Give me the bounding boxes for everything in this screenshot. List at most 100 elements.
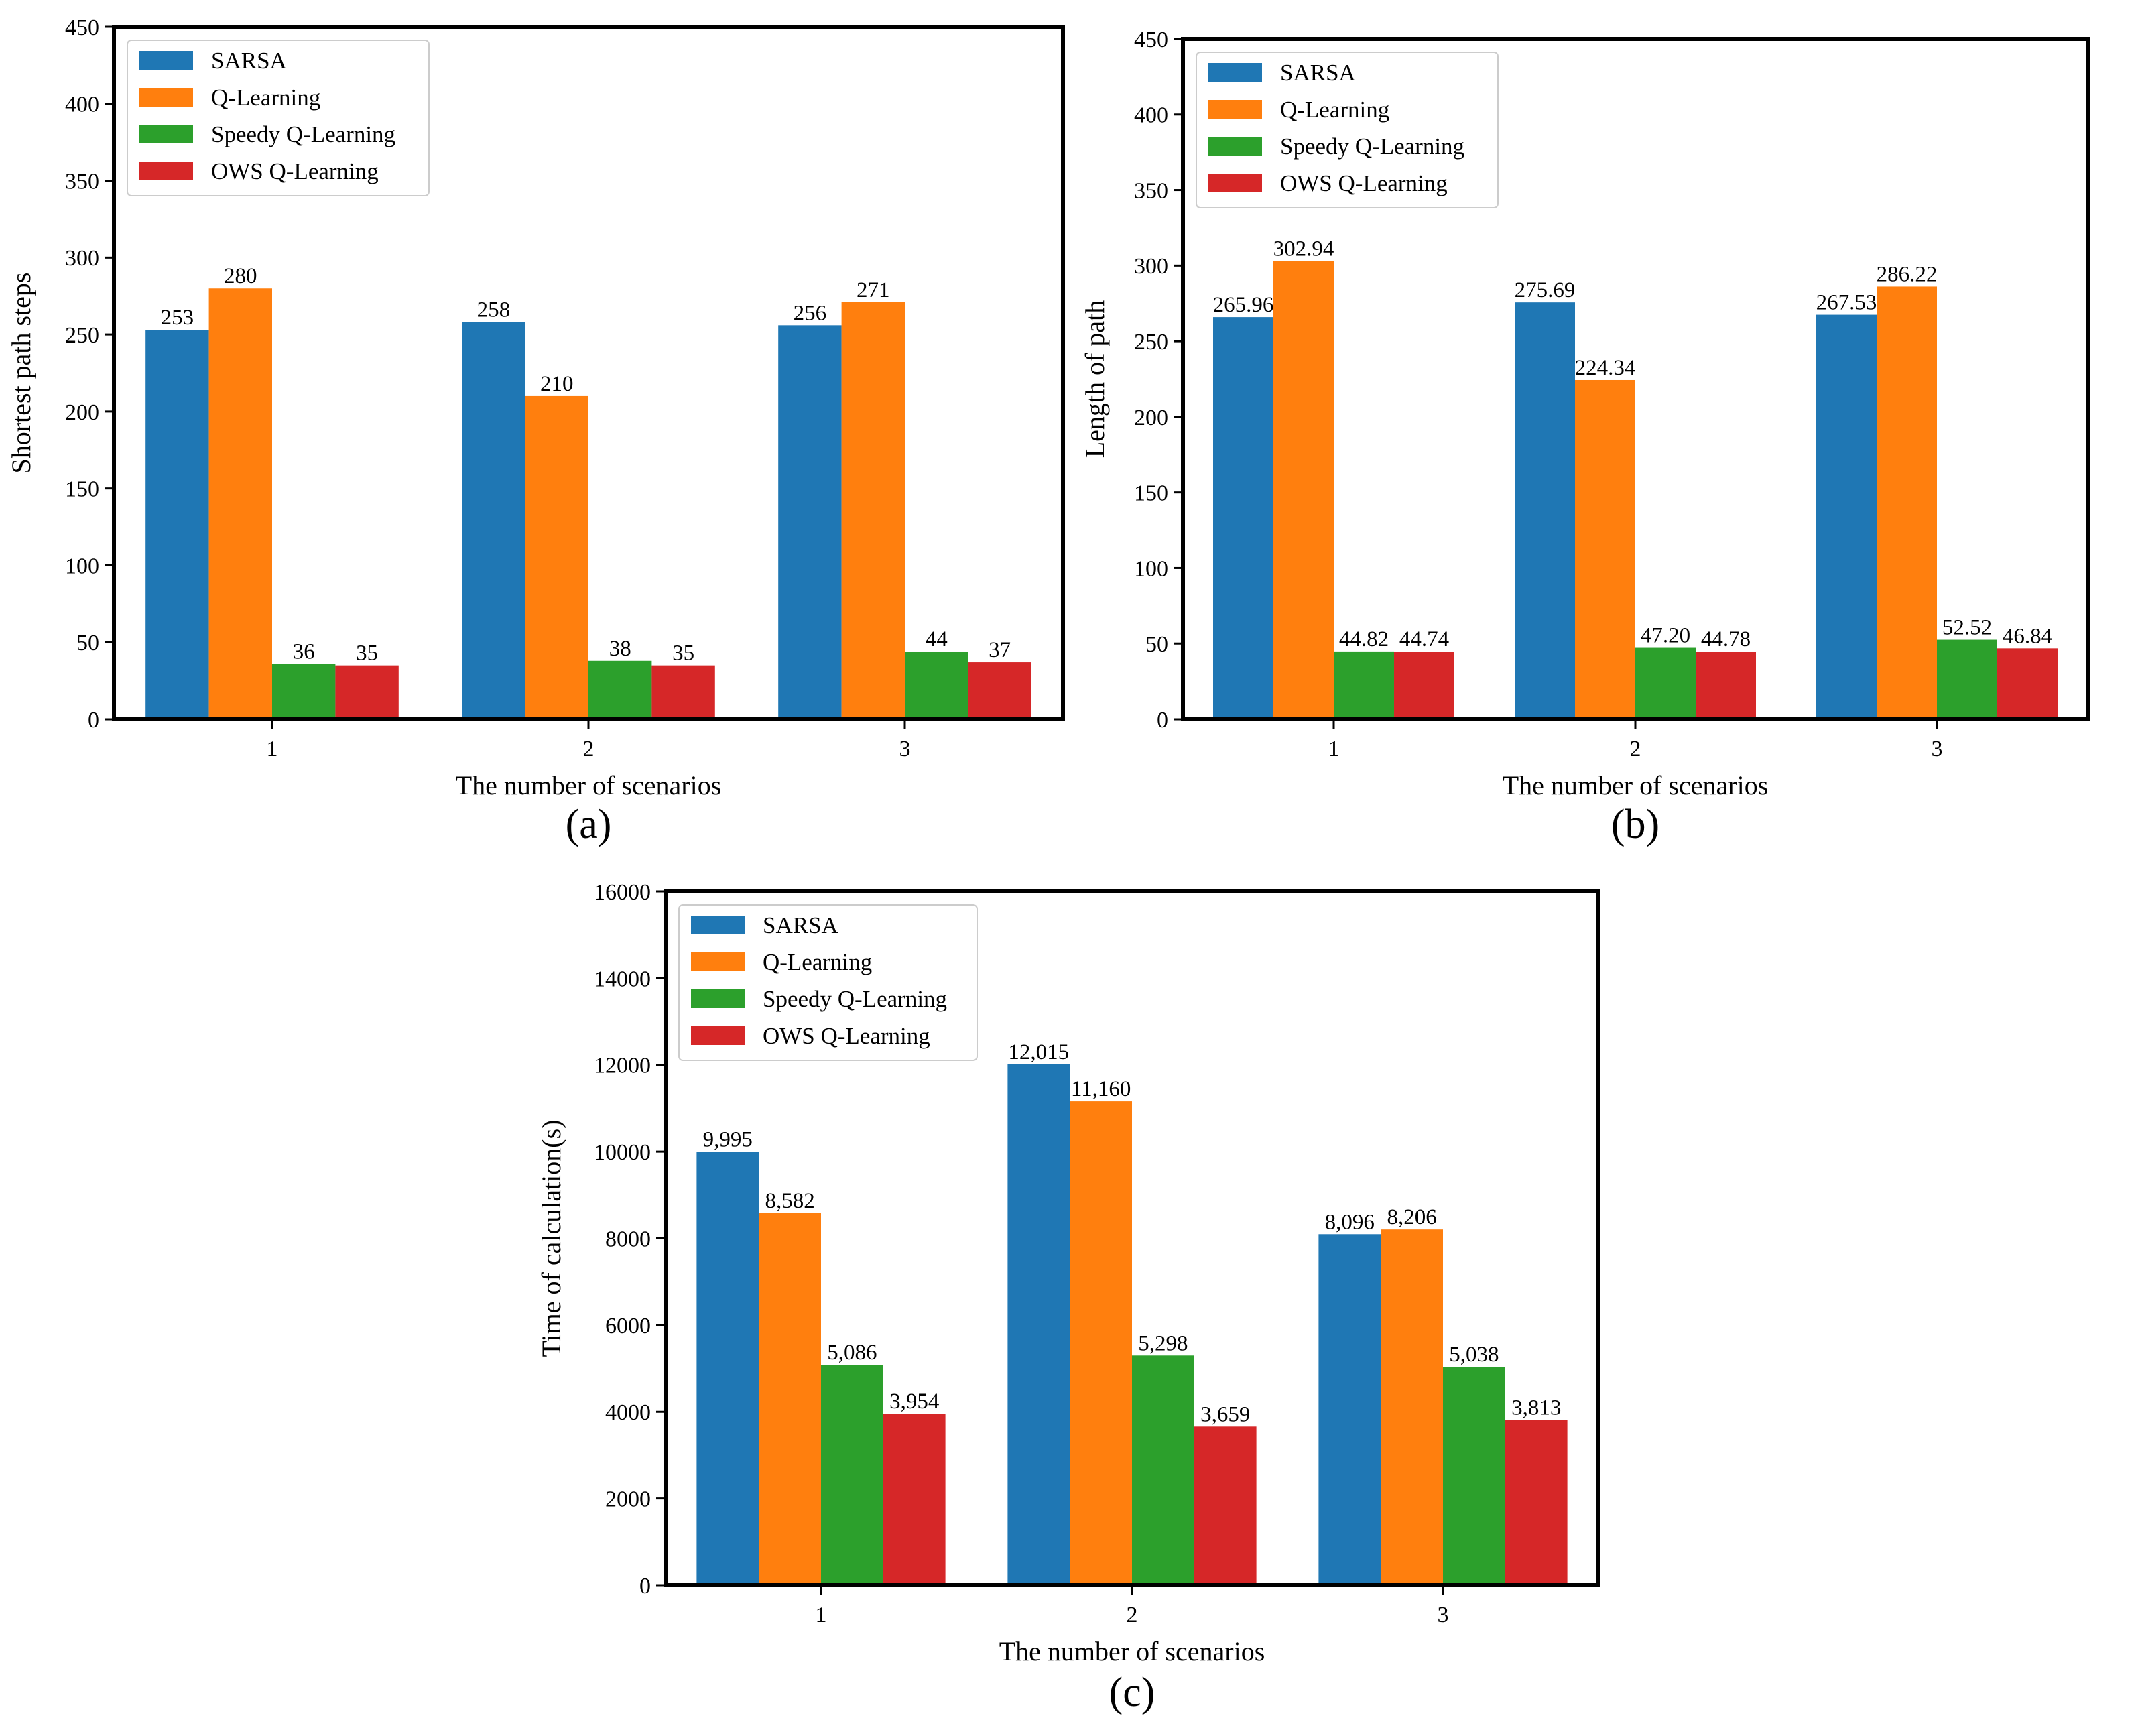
y-tick-label: 300 — [65, 246, 99, 271]
y-axis-label: Shortest path steps — [6, 273, 36, 474]
bar-value-label: 44 — [926, 627, 948, 652]
panel-label: (b) — [1611, 802, 1659, 847]
x-tick-label: 1 — [267, 737, 278, 761]
y-tick-label: 450 — [65, 15, 99, 40]
legend-swatch — [139, 88, 193, 107]
legend-swatch — [139, 125, 193, 143]
y-tick-label: 50 — [76, 631, 99, 656]
bar-sarsa-2 — [1515, 302, 1575, 719]
bar-sarsa-1 — [1213, 317, 1273, 720]
x-tick-label: 1 — [816, 1603, 827, 1627]
bar-speedy-q-learning-3 — [905, 651, 968, 719]
legend-entry-label: OWS Q-Learning — [1280, 170, 1448, 196]
bar-value-label: 256 — [794, 301, 827, 325]
legend-swatch — [1208, 174, 1262, 192]
y-tick-label: 100 — [1134, 556, 1168, 581]
legend-swatch — [1208, 100, 1262, 119]
bar-ows-q-learning-1 — [1394, 652, 1454, 719]
y-tick-label: 16000 — [594, 880, 651, 905]
legend-swatch — [691, 989, 745, 1008]
y-tick-label: 350 — [1134, 178, 1168, 203]
bar-sarsa-1 — [145, 330, 209, 719]
panel-label: (c) — [1109, 1670, 1155, 1715]
bar-value-label: 302.94 — [1273, 237, 1334, 261]
bar-speedy-q-learning-1 — [1334, 651, 1394, 719]
bar-q-learning-3 — [1381, 1229, 1443, 1585]
bar-speedy-q-learning-2 — [1132, 1355, 1194, 1585]
y-tick-label: 300 — [1134, 254, 1168, 279]
bar-q-learning-1 — [208, 288, 272, 719]
bar-value-label: 8,582 — [765, 1189, 814, 1213]
legend-box — [127, 40, 430, 196]
bar-speedy-q-learning-1 — [272, 664, 336, 719]
bar-speedy-q-learning-2 — [588, 660, 652, 719]
bar-q-learning-2 — [1070, 1101, 1132, 1585]
panel-label: (a) — [566, 802, 612, 847]
legend-swatch — [139, 51, 193, 70]
y-tick-label: 14000 — [594, 967, 651, 991]
y-tick-label: 0 — [88, 708, 99, 733]
bar-value-label: 35 — [356, 641, 378, 666]
y-tick-label: 100 — [65, 554, 99, 578]
y-tick-label: 400 — [1134, 103, 1168, 128]
y-tick-label: 4000 — [605, 1400, 651, 1425]
legend: SARSA Q-Learning Speedy Q-Learning OWS Q-Le… — [678, 904, 978, 1061]
bar-value-label: 210 — [540, 372, 574, 396]
bar-value-label: 44.74 — [1399, 627, 1449, 652]
legend-entry-label: SARSA — [1280, 60, 1357, 86]
x-tick-label: 2 — [1630, 737, 1641, 761]
bar-value-label: 280 — [224, 264, 257, 288]
bar-ows-q-learning-2 — [1696, 651, 1756, 719]
bar-value-label: 47.20 — [1641, 624, 1690, 648]
legend-entry-label: Speedy Q-Learning — [763, 986, 947, 1012]
legend-swatch — [1208, 63, 1262, 82]
bar-q-learning-3 — [1877, 286, 1937, 719]
bar-value-label: 265.96 — [1213, 293, 1274, 317]
bar-value-label: 224.34 — [1575, 356, 1636, 380]
bar-ows-q-learning-3 — [968, 662, 1031, 719]
x-axis-label: The number of scenarios — [999, 1636, 1265, 1666]
x-tick-label: 3 — [1932, 737, 1943, 761]
bar-value-label: 11,160 — [1071, 1077, 1131, 1101]
y-tick-label: 350 — [65, 169, 99, 194]
bar-value-label: 46.84 — [2003, 624, 2052, 648]
legend-entry-label: SARSA — [763, 912, 839, 938]
bar-speedy-q-learning-1 — [821, 1364, 883, 1585]
bar-value-label: 5,086 — [827, 1341, 877, 1365]
y-tick-label: 400 — [65, 92, 99, 117]
chart-panel-2: 265.96 275.69 267.53 302.94 224.34 286.22 44.8… — [1080, 27, 2090, 847]
legend-swatch — [139, 162, 193, 180]
y-tick-label: 50 — [1145, 632, 1168, 657]
legend: SARSA Q-Learning Speedy Q-Learning OWS Q-Le… — [1196, 52, 1499, 208]
bar-sarsa-2 — [1007, 1064, 1070, 1585]
y-tick-label: 150 — [1134, 481, 1168, 506]
legend-entry-label: Q-Learning — [763, 949, 872, 975]
legend-entry-label: Speedy Q-Learning — [1280, 133, 1464, 160]
bar-value-label: 36 — [293, 639, 315, 664]
bar-sarsa-1 — [696, 1152, 759, 1585]
bar-value-label: 44.82 — [1339, 627, 1389, 652]
y-tick-label: 10000 — [594, 1140, 651, 1165]
x-tick-label: 1 — [1328, 737, 1340, 761]
bar-ows-q-learning-3 — [1505, 1420, 1568, 1585]
legend-entry-label: Q-Learning — [211, 84, 320, 111]
chart-panel-3: 9,995 12,015 8,096 8,582 11,160 8,206 5,086 5,2… — [536, 880, 1600, 1715]
legend-entry-label: OWS Q-Learning — [763, 1023, 930, 1049]
y-tick-label: 250 — [1134, 330, 1168, 355]
bar-q-learning-1 — [759, 1213, 821, 1585]
y-tick-label: 150 — [65, 477, 99, 502]
bar-value-label: 12,015 — [1008, 1040, 1069, 1064]
legend-entry-label: OWS Q-Learning — [211, 158, 379, 184]
legend-entry-label: Speedy Q-Learning — [211, 121, 395, 147]
bar-speedy-q-learning-2 — [1635, 647, 1696, 719]
bar-value-label: 8,096 — [1325, 1210, 1375, 1234]
bar-q-learning-2 — [1575, 379, 1635, 719]
bar-q-learning-3 — [841, 302, 905, 720]
bar-value-label: 35 — [672, 641, 694, 666]
legend-box — [1196, 52, 1499, 208]
y-tick-label: 12000 — [594, 1054, 651, 1078]
bar-sarsa-2 — [462, 322, 525, 719]
bar-value-label: 271 — [857, 278, 890, 302]
bar-ows-q-learning-1 — [883, 1414, 946, 1585]
